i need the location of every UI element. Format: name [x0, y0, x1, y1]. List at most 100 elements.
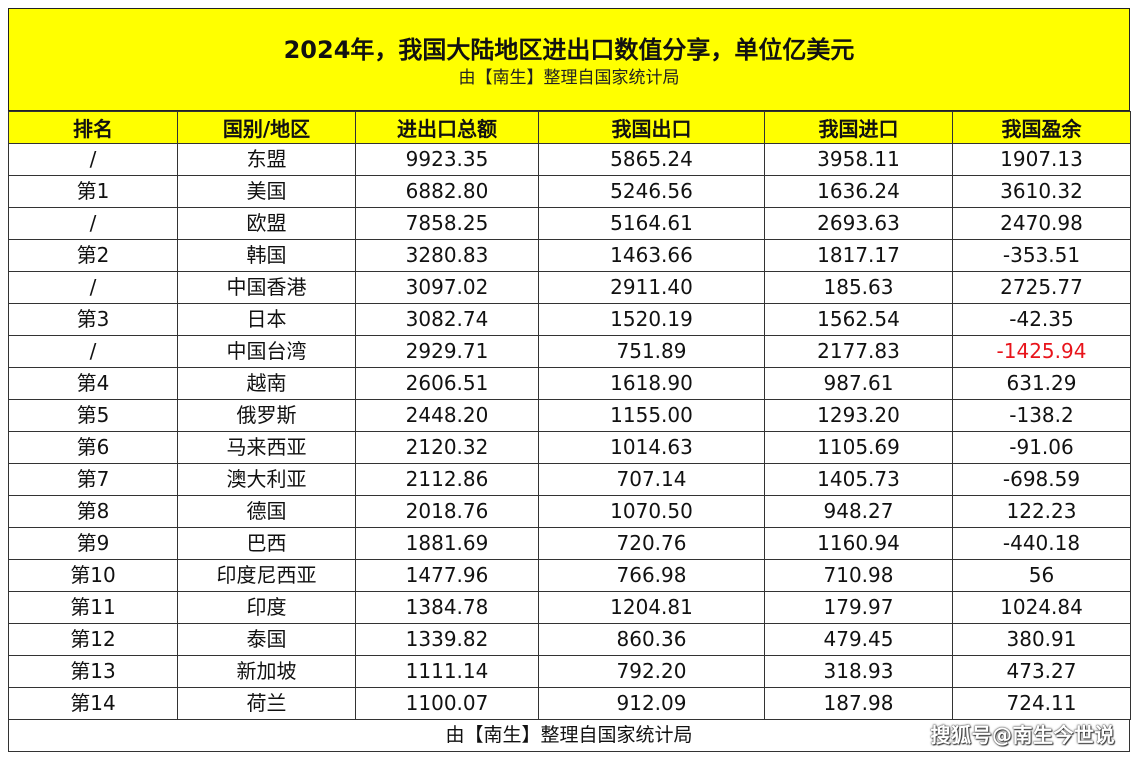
cell-total: 1477.96: [355, 559, 539, 592]
cell-surplus: -91.06: [952, 431, 1131, 464]
table-row: 第9 巴西 1881.69 720.76 1160.94 -440.18: [8, 527, 1131, 560]
cell-total: 1111.14: [355, 655, 539, 688]
cell-rank: 第7: [8, 463, 178, 496]
cell-total: 1339.82: [355, 623, 539, 656]
cell-import: 1817.17: [764, 239, 953, 272]
cell-surplus: -138.2: [952, 399, 1131, 432]
header-row: 排名 国别/地区 进出口总额 我国出口 我国进口 我国盈余: [8, 111, 1131, 144]
title-banner: 2024年，我国大陆地区进出口数值分享，单位亿美元 由【南生】整理自国家统计局: [8, 8, 1130, 111]
table-row: / 东盟 9923.35 5865.24 3958.11 1907.13: [8, 143, 1131, 176]
cell-surplus: -42.35: [952, 303, 1131, 336]
cell-surplus: 724.11: [952, 687, 1131, 720]
table-row: 第1 美国 6882.80 5246.56 1636.24 3610.32: [8, 175, 1131, 208]
cell-rank: 第2: [8, 239, 178, 272]
table-row: 第2 韩国 3280.83 1463.66 1817.17 -353.51: [8, 239, 1131, 272]
cell-region: 印度: [177, 591, 356, 624]
cell-total: 1881.69: [355, 527, 539, 560]
cell-total: 1100.07: [355, 687, 539, 720]
cell-import: 185.63: [764, 271, 953, 304]
watermark: 搜狐号@南生今世说: [930, 723, 1115, 747]
trade-table: 排名 国别/地区 进出口总额 我国出口 我国进口 我国盈余 / 东盟 9923.35…: [8, 111, 1131, 720]
cell-surplus: 1024.84: [952, 591, 1131, 624]
cell-region: 泰国: [177, 623, 356, 656]
cell-rank: /: [8, 143, 178, 176]
cell-export: 792.20: [538, 655, 765, 688]
cell-total: 2018.76: [355, 495, 539, 528]
cell-surplus: 56: [952, 559, 1131, 592]
table-row: 第11 印度 1384.78 1204.81 179.97 1024.84: [8, 591, 1131, 624]
cell-export: 751.89: [538, 335, 765, 368]
cell-total: 1384.78: [355, 591, 539, 624]
footer-row: 由【南生】整理自国家统计局 搜狐号@南生今世说: [8, 720, 1130, 752]
table-row: 第13 新加坡 1111.14 792.20 318.93 473.27: [8, 655, 1131, 688]
cell-rank: 第8: [8, 495, 178, 528]
cell-total: 3082.74: [355, 303, 539, 336]
cell-surplus: -698.59: [952, 463, 1131, 496]
cell-export: 1618.90: [538, 367, 765, 400]
cell-total: 2112.86: [355, 463, 539, 496]
cell-region: 俄罗斯: [177, 399, 356, 432]
cell-region: 韩国: [177, 239, 356, 272]
cell-import: 1405.73: [764, 463, 953, 496]
table-row: / 中国台湾 2929.71 751.89 2177.83 -1425.94: [8, 335, 1131, 368]
table-row: 第14 荷兰 1100.07 912.09 187.98 724.11: [8, 687, 1131, 720]
cell-export: 5164.61: [538, 207, 765, 240]
cell-export: 860.36: [538, 623, 765, 656]
cell-export: 1155.00: [538, 399, 765, 432]
cell-rank: 第10: [8, 559, 178, 592]
table-row: 第8 德国 2018.76 1070.50 948.27 122.23: [8, 495, 1131, 528]
cell-surplus: -353.51: [952, 239, 1131, 272]
cell-export: 766.98: [538, 559, 765, 592]
cell-rank: /: [8, 335, 178, 368]
cell-import: 1562.54: [764, 303, 953, 336]
table-row: 第5 俄罗斯 2448.20 1155.00 1293.20 -138.2: [8, 399, 1131, 432]
cell-surplus: 2470.98: [952, 207, 1131, 240]
cell-rank: 第11: [8, 591, 178, 624]
cell-export: 2911.40: [538, 271, 765, 304]
cell-region: 日本: [177, 303, 356, 336]
cell-region: 欧盟: [177, 207, 356, 240]
cell-import: 187.98: [764, 687, 953, 720]
header-rank: 排名: [8, 111, 178, 144]
cell-import: 479.45: [764, 623, 953, 656]
cell-rank: 第6: [8, 431, 178, 464]
cell-rank: 第1: [8, 175, 178, 208]
header-total: 进出口总额: [355, 111, 539, 144]
cell-surplus: 380.91: [952, 623, 1131, 656]
cell-import: 3958.11: [764, 143, 953, 176]
header-import: 我国进口: [764, 111, 953, 144]
cell-region: 越南: [177, 367, 356, 400]
cell-region: 中国香港: [177, 271, 356, 304]
cell-region: 印度尼西亚: [177, 559, 356, 592]
cell-rank: 第4: [8, 367, 178, 400]
table-row: 第7 澳大利亚 2112.86 707.14 1405.73 -698.59: [8, 463, 1131, 496]
cell-surplus: 473.27: [952, 655, 1131, 688]
cell-rank: 第12: [8, 623, 178, 656]
cell-region: 美国: [177, 175, 356, 208]
cell-export: 707.14: [538, 463, 765, 496]
spreadsheet: 2024年，我国大陆地区进出口数值分享，单位亿美元 由【南生】整理自国家统计局 …: [8, 8, 1131, 753]
cell-import: 987.61: [764, 367, 953, 400]
cell-region: 中国台湾: [177, 335, 356, 368]
cell-export: 1014.63: [538, 431, 765, 464]
cell-rank: 第14: [8, 687, 178, 720]
cell-total: 2606.51: [355, 367, 539, 400]
cell-region: 荷兰: [177, 687, 356, 720]
cell-import: 948.27: [764, 495, 953, 528]
cell-import: 2693.63: [764, 207, 953, 240]
cell-surplus: 122.23: [952, 495, 1131, 528]
table-subtitle: 由【南生】整理自国家统计局: [458, 68, 680, 88]
table-row: 第10 印度尼西亚 1477.96 766.98 710.98 56: [8, 559, 1131, 592]
cell-surplus: -1425.94: [952, 335, 1131, 368]
footer-source: 由【南生】整理自国家统计局: [445, 724, 693, 746]
cell-total: 2448.20: [355, 399, 539, 432]
cell-region: 澳大利亚: [177, 463, 356, 496]
cell-rank: /: [8, 207, 178, 240]
cell-total: 9923.35: [355, 143, 539, 176]
table-row: / 中国香港 3097.02 2911.40 185.63 2725.77: [8, 271, 1131, 304]
cell-surplus: 2725.77: [952, 271, 1131, 304]
cell-total: 7858.25: [355, 207, 539, 240]
cell-rank: 第5: [8, 399, 178, 432]
cell-import: 2177.83: [764, 335, 953, 368]
cell-region: 新加坡: [177, 655, 356, 688]
